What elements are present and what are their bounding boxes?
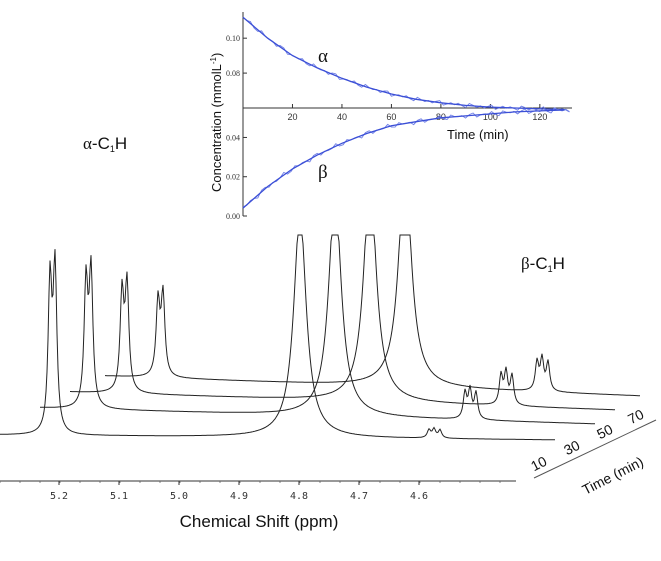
x-tick-label-0: 5.2 — [50, 491, 68, 502]
inset-lower-y-tick-label-1: 0.02 — [226, 173, 240, 182]
beta-label-text: -C — [530, 254, 548, 273]
x-tick-label-2: 5.0 — [170, 491, 188, 502]
alpha-label-sub: 1 — [110, 144, 115, 154]
beta-series-label: β — [318, 162, 328, 183]
time-axis-ticks: 10 30 50 70 — [528, 406, 646, 474]
x-tick-label-5: 4.7 — [350, 491, 368, 502]
inset-x-tick-label-5: 120 — [532, 112, 547, 122]
inset-upper-y-tick-label-0: 0.10 — [226, 34, 240, 43]
inset-lower-fit-curve — [242, 109, 565, 209]
beta-symbol: β — [521, 254, 530, 273]
spectrum-trace-10min — [0, 234, 555, 441]
spectrum-trace-50min — [70, 234, 616, 411]
time-tick-label-1: 30 — [561, 437, 582, 458]
stacked-spectra — [0, 234, 640, 441]
inset-curves — [242, 16, 570, 209]
x-tick-label-1: 5.1 — [110, 491, 128, 502]
inset-x-tick-label-1: 40 — [337, 112, 347, 122]
time-axis-line — [533, 419, 657, 479]
spectrum-trace-30min — [40, 234, 595, 425]
time-tick-label-2: 50 — [594, 421, 615, 442]
inset-x-tick-label-4: 100 — [483, 112, 498, 122]
x-tick-label-4: 4.8 — [290, 491, 308, 502]
time-tick-label-3: 70 — [625, 406, 646, 427]
chemical-shift-ticks: 5.2 5.1 5.0 4.9 4.8 4.7 4.6 — [0, 481, 501, 502]
inset-lower-y-tick-label-2: 0.00 — [226, 212, 240, 221]
x-tick-label-6: 4.6 — [410, 491, 428, 502]
inset-y-title-sup: -1 — [209, 56, 218, 64]
inset-y-title-close: ) — [209, 53, 224, 57]
inset-upper-fit-curve — [242, 16, 565, 111]
alpha-series-label: α — [318, 46, 328, 67]
inset-y-title-main: Concentration (mmolL — [209, 64, 224, 192]
time-axis-title: Time (min) — [580, 453, 646, 497]
inset-x-title: Time (min) — [447, 127, 509, 142]
beta-label-end: H — [553, 254, 565, 273]
inset-x-tick-label-2: 60 — [386, 112, 396, 122]
x-axis-title: Chemical Shift (ppm) — [180, 512, 339, 531]
time-tick-label-0: 10 — [528, 453, 549, 474]
spectrum-trace-70min — [105, 234, 640, 397]
alpha-label-end: H — [115, 134, 127, 153]
inset-y-title: Concentration (mmolL-1) — [209, 53, 224, 192]
beta-label-sub: 1 — [548, 264, 553, 274]
inset-upper-y-tick-label-1: 0.08 — [226, 69, 240, 78]
alpha-peak-label: α-C1H — [83, 134, 127, 154]
x-tick-label-3: 4.9 — [230, 491, 248, 502]
inset-x-tick-label-0: 20 — [287, 112, 297, 122]
alpha-symbol: α — [83, 134, 92, 153]
inset-lower-y-tick-label-0: 0.04 — [226, 133, 240, 142]
beta-peak-label: β-C1H — [521, 254, 565, 274]
alpha-label-text: -C — [92, 134, 110, 153]
